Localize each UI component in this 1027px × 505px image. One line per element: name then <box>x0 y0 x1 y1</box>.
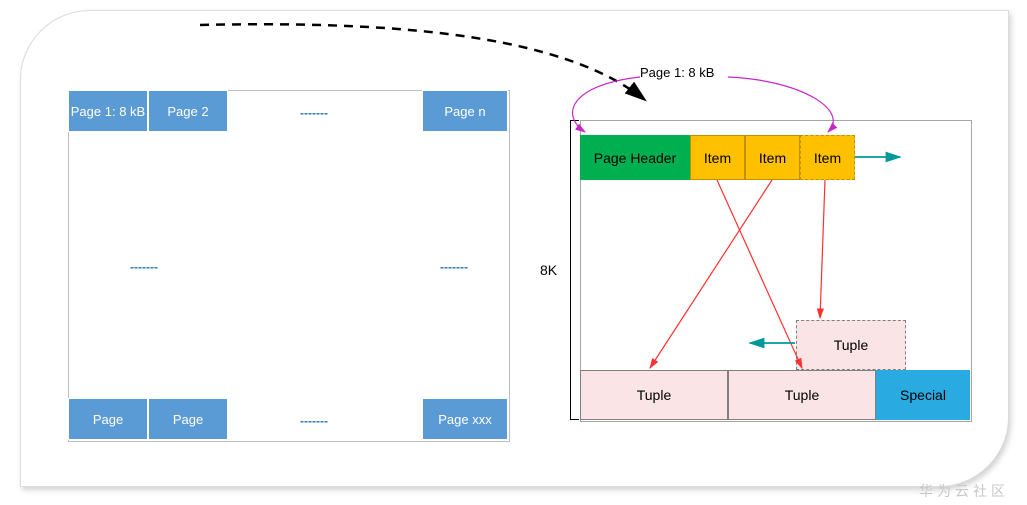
ellipsis-dots: ------- <box>440 260 468 274</box>
item-block-dashed: Item <box>800 135 855 180</box>
item-label: Item <box>759 150 786 166</box>
size-label: 8K <box>540 262 557 278</box>
tuple-label: Tuple <box>637 387 672 403</box>
special-label: Special <box>900 387 946 403</box>
tuple-block: Tuple <box>728 370 876 420</box>
ellipsis-dots: ------- <box>300 106 328 120</box>
item-block: Item <box>690 135 745 180</box>
ellipsis-dots: ------- <box>130 260 158 274</box>
page-cell-label: Page 1: 8 kB <box>71 104 145 119</box>
tuple-label: Tuple <box>834 337 869 353</box>
item-block: Item <box>745 135 800 180</box>
page-cell: Page <box>148 398 228 440</box>
tuple-block-dashed: Tuple <box>796 320 906 370</box>
tuple-block: Tuple <box>580 370 728 420</box>
page-cell: Page 1: 8 kB <box>68 90 148 132</box>
ellipsis-dots: ------- <box>300 414 328 428</box>
watermark: 华为云社区 <box>919 481 1009 501</box>
size-bracket <box>570 120 571 420</box>
page-cell: Page 2 <box>148 90 228 132</box>
page-cell: Page xxx <box>422 398 508 440</box>
page-cell-label: Page <box>173 412 203 427</box>
page-cell: Page <box>68 398 148 440</box>
special-block: Special <box>876 370 970 420</box>
page-cell: Page n <box>422 90 508 132</box>
page-cell-label: Page <box>93 412 123 427</box>
item-label: Item <box>814 150 841 166</box>
page-cell-label: Page n <box>444 104 485 119</box>
page-cell-label: Page 2 <box>167 104 208 119</box>
page-header-label: Page Header <box>594 150 677 166</box>
tuple-label: Tuple <box>785 387 820 403</box>
page-header-block: Page Header <box>580 135 690 180</box>
right-title: Page 1: 8 kB <box>640 65 714 80</box>
item-label: Item <box>704 150 731 166</box>
page-cell-label: Page xxx <box>438 412 491 427</box>
